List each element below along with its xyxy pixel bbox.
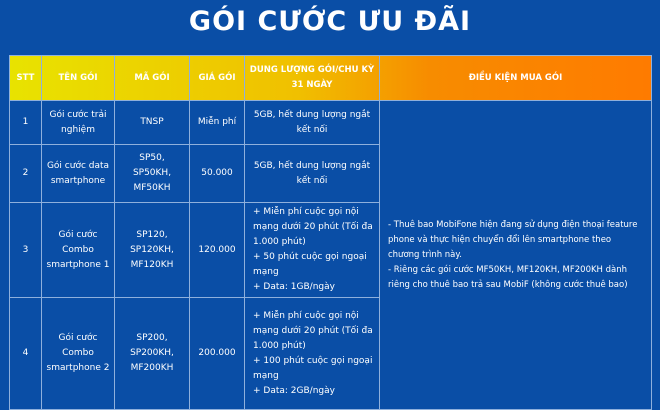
data-line: + 50 phút cuộc gọi ngoại mạng (253, 252, 367, 277)
cell-name: Gói cước data smartphone (41, 144, 115, 203)
cell-data: + Miễn phí cuộc gọi nội mạng dưới 20 phú… (244, 202, 380, 298)
cell-code: SP200, SP200KH, MF200KH (114, 297, 190, 410)
cell-data: 5GB, hết dung lượng ngắt kết nối (244, 100, 380, 145)
table-row: 2 Gói cước data smartphone SP50, SP50KH,… (9, 144, 652, 203)
cell-stt: 3 (9, 202, 42, 298)
condition-line: - Riêng các gói cước MF50KH, MF120KH, MF… (388, 264, 628, 290)
cell-code: TNSP (114, 100, 190, 145)
cell-stt: 4 (9, 297, 42, 410)
data-line: + Miễn phí cuộc gọi nội mạng dưới 20 phú… (253, 310, 373, 351)
cell-code: SP120, SP120KH, MF120KH (114, 202, 190, 298)
cell-stt: 1 (9, 100, 42, 145)
header-price: GIÁ GÓI (189, 55, 245, 101)
cell-price: 200.000 (189, 297, 245, 410)
cell-code: SP50, SP50KH, MF50KH (114, 144, 190, 203)
table-row: 4 Gói cước Combo smartphone 2 SP200, SP2… (9, 297, 652, 410)
cell-conditions: - Thuê bao MobiFone hiện đang sử dụng đi… (379, 100, 652, 410)
page-title: GÓI CƯỚC ƯU ĐÃI (188, 6, 472, 37)
cell-price: Miễn phí (189, 100, 245, 145)
data-line: + 100 phút cuộc gọi ngoại mạng (253, 355, 373, 381)
cell-price: 50.000 (189, 144, 245, 203)
cell-name: Gói cước trải nghiệm (41, 100, 115, 145)
header-stt: STT (9, 55, 42, 101)
header-code: MÃ GÓI (114, 55, 190, 101)
data-line: + Miễn phí cuộc gọi nội mạng dưới 20 phú… (253, 207, 373, 247)
cell-name: Gói cước Combo smartphone 2 (41, 297, 115, 410)
cell-price: 120.000 (189, 202, 245, 298)
condition-line: - Thuê bao MobiFone hiện đang sử dụng đi… (388, 219, 638, 260)
header-data: DUNG LƯỢNG GÓI/CHU KỲ 31 NGÀY (244, 55, 380, 101)
package-table: STT TÊN GÓI MÃ GÓI GIÁ GÓI DUNG LƯỢNG GÓ… (9, 55, 652, 410)
cell-data: 5GB, hết dung lượng ngắt kết nối (244, 144, 380, 203)
cell-data: + Miễn phí cuộc gọi nội mạng dưới 20 phú… (244, 297, 380, 410)
cell-stt: 2 (9, 144, 42, 203)
table-row: 3 Gói cước Combo smartphone 1 SP120, SP1… (9, 202, 652, 298)
header-name: TÊN GÓI (41, 55, 115, 101)
data-line: + Data: 2GB/ngày (253, 385, 335, 396)
cell-name: Gói cước Combo smartphone 1 (41, 202, 115, 298)
table-header: STT TÊN GÓI MÃ GÓI GIÁ GÓI DUNG LƯỢNG GÓ… (9, 55, 652, 101)
table-row: 1 Gói cước trải nghiệm TNSP Miễn phí 5GB… (9, 100, 652, 410)
data-line: + Data: 1GB/ngày (253, 282, 335, 292)
header-conditions: ĐIỀU KIỆN MUA GÓI (379, 55, 652, 101)
